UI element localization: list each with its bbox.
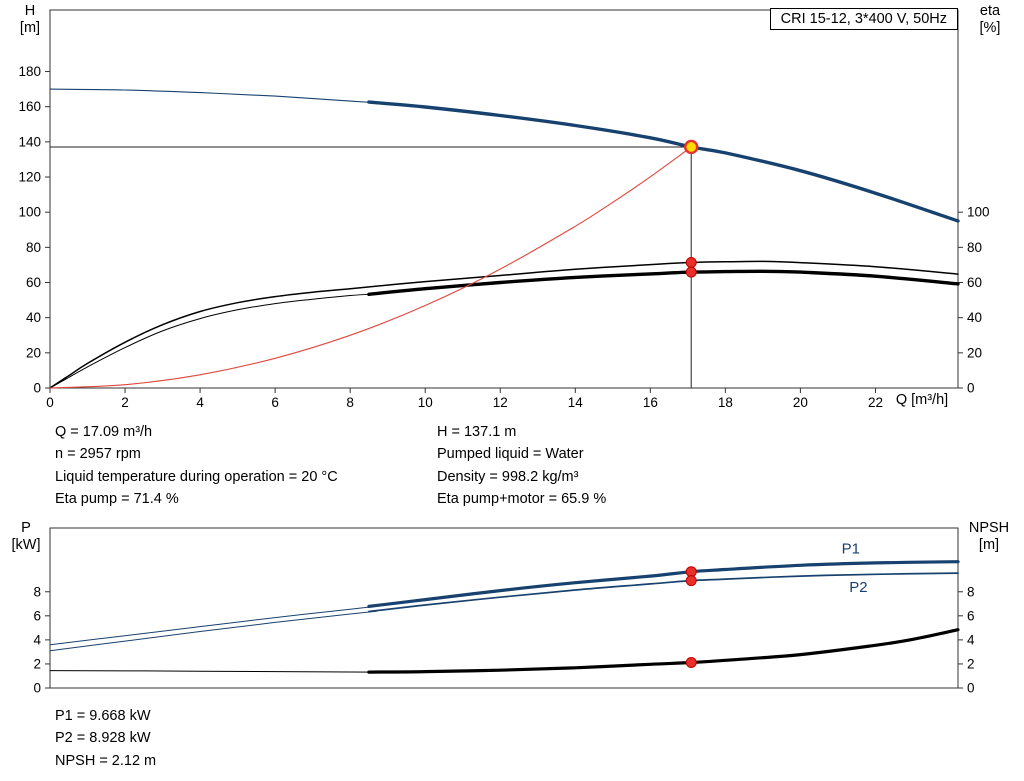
- p-axis-title-line2: [kW]: [11, 537, 41, 553]
- eta-pump-point: [685, 256, 697, 268]
- left-axis-tick-label: 140: [18, 134, 41, 149]
- eta-pump-curve: [49, 260, 959, 389]
- right-axis-tick-label: 100: [967, 205, 990, 220]
- x-axis-tick-label: 12: [493, 395, 508, 410]
- x-axis-tick-label: 4: [196, 395, 204, 410]
- info-line-density: Density = 998.2 kg/m³: [437, 468, 579, 485]
- info-line-p2: P2 = 8.928 kW: [55, 730, 151, 747]
- x-axis-tick-label: 22: [868, 395, 883, 410]
- info-line-q: Q = 17.09 m³/h: [55, 424, 153, 440]
- left-axis-tick-label: 0: [33, 381, 41, 396]
- p2-curve: [368, 572, 959, 613]
- eta-axis-title: eta [%]: [963, 3, 1017, 37]
- left-axis-tick-label: 120: [18, 170, 41, 185]
- npsh-axis-title-line2: [m]: [978, 537, 1000, 553]
- eta-axis-title-line2: [%]: [979, 20, 1001, 36]
- left-axis-tick-label: 2: [33, 656, 41, 671]
- x-axis-tick-label: 2: [121, 395, 129, 410]
- x-axis-tick-label: 8: [346, 395, 354, 410]
- right-axis-tick-label: 80: [967, 240, 982, 255]
- right-axis-tick-label: 2: [967, 656, 975, 671]
- power-info-column: P1 = 9.668 kW P2 = 8.928 kW NPSH = 2.12 …: [55, 705, 156, 772]
- npsh-curve-thin: [49, 670, 377, 673]
- right-axis-tick-label: 40: [967, 310, 982, 325]
- info-line-eta-pump: Eta pump = 71.4 %: [55, 490, 179, 507]
- info-line-p1: P1 = 9.668 kW: [55, 708, 151, 724]
- npsh-curve: [367, 628, 960, 674]
- right-axis-tick-label: 0: [967, 381, 975, 396]
- duty-info-right-column: H = 137.1 m Pumped liquid = Water Densit…: [437, 421, 606, 510]
- x-axis-tick-label: 20: [793, 395, 808, 410]
- npsh-axis-title: NPSH [m]: [958, 520, 1020, 554]
- left-axis-tick-label: 160: [18, 99, 41, 114]
- info-line-h: H = 137.1 m: [437, 424, 517, 440]
- eta-pump-motor-point: [685, 266, 697, 278]
- p2-curve-thin: [49, 610, 377, 652]
- left-axis-tick-label: 80: [26, 240, 41, 255]
- system-curve: [49, 146, 692, 389]
- head-curve: [367, 100, 960, 223]
- right-axis-tick-label: 20: [967, 345, 982, 360]
- p1-curve-thin: [49, 605, 377, 646]
- npsh-point: [685, 656, 697, 668]
- x-axis-tick-label: 16: [643, 395, 658, 410]
- pump-model-title-box: CRI 15-12, 3*400 V, 50Hz: [769, 8, 958, 30]
- head-curve-thin: [49, 88, 389, 105]
- h-axis-title: H [m]: [6, 3, 54, 37]
- p1-label: P1: [842, 540, 860, 557]
- left-axis-tick-label: 100: [18, 205, 41, 220]
- info-line-npsh: NPSH = 2.12 m: [55, 752, 157, 769]
- x-axis-tick-label: 0: [46, 395, 54, 410]
- left-axis-tick-label: 6: [33, 608, 41, 623]
- x-axis-tick-label: 18: [718, 395, 733, 410]
- p1-curve: [367, 560, 960, 608]
- info-line-eta-pump-motor: Eta pump+motor = 65.9 %: [437, 490, 607, 507]
- npsh-axis-title-line1: NPSH: [968, 520, 1010, 536]
- info-line-pumped-liquid: Pumped liquid = Water: [437, 446, 584, 463]
- left-axis-tick-label: 4: [33, 632, 41, 647]
- p2-label: P2: [849, 579, 867, 596]
- power-npsh-chart-frame: [49, 527, 959, 689]
- right-axis-tick-label: 8: [967, 584, 975, 599]
- x-axis-tick-label: 6: [271, 395, 279, 410]
- x-axis-tick-label: 14: [568, 395, 584, 410]
- left-axis-tick-label: 40: [26, 310, 41, 325]
- left-axis-tick-label: 60: [26, 275, 41, 290]
- left-axis-tick-label: 0: [33, 681, 41, 696]
- info-line-liquid-temp: Liquid temperature during operation = 20…: [55, 468, 338, 485]
- left-axis-tick-label: 180: [18, 64, 41, 79]
- hq-eta-chart-frame: [49, 9, 959, 389]
- eta-pump-motor-curve-thin: [49, 293, 374, 389]
- p-axis-title-line1: P: [21, 520, 31, 536]
- x-axis-tick-label: 10: [418, 395, 433, 410]
- p-axis-title: P [kW]: [2, 520, 50, 554]
- right-axis-tick-label: 4: [967, 632, 975, 647]
- left-axis-tick-label: 20: [26, 345, 41, 360]
- left-axis-tick-label: 8: [33, 584, 41, 599]
- duty-point: [684, 139, 699, 155]
- h-axis-title-line2: [m]: [19, 20, 41, 36]
- h-axis-title-line1: H: [24, 3, 36, 19]
- right-axis-tick-label: 6: [967, 608, 975, 623]
- q-axis-title: Q [m³/h]: [895, 392, 949, 408]
- info-line-speed: n = 2957 rpm: [55, 446, 141, 463]
- duty-info-left-column: Q = 17.09 m³/h n = 2957 rpm Liquid tempe…: [55, 421, 338, 510]
- eta-axis-title-line1: eta: [979, 3, 1001, 19]
- right-axis-tick-label: 0: [967, 681, 975, 696]
- p2-point: [685, 575, 697, 587]
- right-axis-tick-label: 60: [967, 275, 982, 290]
